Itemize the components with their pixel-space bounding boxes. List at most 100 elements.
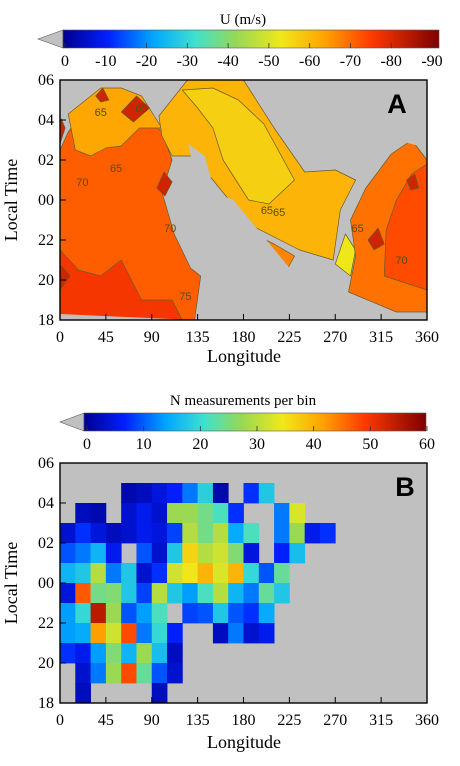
panel-a-ylabel: Local Time — [1, 159, 21, 242]
heatmap-cell — [167, 583, 183, 604]
heatmap-cell — [121, 503, 137, 524]
heatmap-cell — [151, 503, 168, 524]
colorbar-b-tick-label: 0 — [83, 436, 91, 453]
heatmap-cell — [151, 663, 168, 684]
heatmap-cell — [75, 543, 91, 564]
heatmap-cell — [105, 543, 122, 564]
heatmap-cell — [228, 563, 244, 584]
heatmap-cell — [151, 583, 168, 604]
heatmap-cell — [60, 583, 76, 604]
colorbar-b-extend-arrow — [59, 412, 85, 432]
heatmap-cell — [121, 643, 137, 664]
contour-label: 65 — [135, 103, 147, 115]
heatmap-cell — [258, 563, 275, 584]
heatmap-cell — [121, 523, 137, 544]
colorbar-b-tick-label: 30 — [249, 436, 265, 453]
heatmap-cell — [243, 623, 260, 644]
heatmap-cell — [60, 523, 76, 544]
contour-label: 70 — [395, 255, 407, 267]
colorbar-a-tick-label: -70 — [340, 53, 361, 70]
panel-a-ytick-label: 00 — [38, 192, 54, 209]
heatmap-cell — [243, 483, 260, 504]
heatmap-cell — [90, 643, 107, 664]
heatmap-cell — [151, 643, 168, 664]
heatmap-cell — [319, 523, 336, 544]
colorbar-b-tick-label: 60 — [419, 436, 435, 453]
contour-region — [367, 227, 385, 251]
no-data-region — [333, 292, 358, 320]
heatmap-cell — [90, 563, 107, 584]
heatmap-cell — [75, 503, 91, 524]
heatmap-cell — [182, 603, 199, 624]
colorbar-a-tick-label: -30 — [177, 53, 198, 70]
panel-b-xtick-label: 0 — [56, 712, 64, 729]
heatmap-cell — [274, 503, 290, 524]
heatmap-cell — [75, 603, 91, 624]
heatmap-cell — [228, 603, 244, 624]
heatmap-cell — [60, 643, 76, 664]
panel-b-ytick-label: 00 — [38, 575, 54, 592]
heatmap-cell — [90, 623, 107, 644]
contour-label: 65 — [261, 205, 273, 217]
heatmap-cell — [304, 523, 321, 544]
heatmap-cell — [182, 563, 199, 584]
heatmap-cell — [182, 583, 199, 604]
colorbar-a: U (m/s) 0 -10 -20 -30 -40 -50 -60 -70 -80 -90 — [37, 12, 443, 70]
panel-a-xtick-label: 90 — [144, 329, 160, 346]
heatmap-cell — [136, 503, 153, 524]
heatmap-cell — [212, 563, 229, 584]
heatmap-cell — [121, 603, 137, 624]
heatmap-cell — [197, 563, 214, 584]
heatmap-cell — [105, 643, 122, 664]
panel-b-xtick-label: 315 — [369, 712, 393, 729]
heatmap-cell — [197, 523, 214, 544]
heatmap-cell — [243, 583, 260, 604]
contour-region — [406, 173, 420, 191]
panel-b-ytick-label: 22 — [38, 615, 54, 632]
heatmap-cell — [289, 503, 306, 524]
colorbar-a-tick-label: -50 — [258, 53, 279, 70]
heatmap-cell — [105, 583, 122, 604]
heatmap-cell — [136, 543, 153, 564]
heatmap-cell — [121, 583, 137, 604]
panel-b-xtick-label: 135 — [186, 712, 210, 729]
panel-b-xtick-label: 360 — [415, 712, 439, 729]
panel-b-xtick-label: 270 — [323, 712, 347, 729]
colorbar-a-title: U (m/s) — [220, 12, 266, 28]
no-data-region — [263, 80, 351, 164]
no-data-region — [60, 314, 193, 320]
heatmap-cell — [151, 683, 168, 703]
heatmap-cell — [151, 543, 168, 564]
heatmap-cell — [274, 523, 290, 544]
colorbar-b: N measurements per bin 0 10 20 30 40 50 60 — [59, 393, 435, 453]
heatmap-cell — [212, 483, 229, 504]
panel-b-xtick-label: 45 — [98, 712, 114, 729]
contour-label: 65 — [110, 163, 122, 175]
no-data-region — [60, 80, 183, 120]
panel-a-xtick-label: 0 — [56, 329, 64, 346]
heatmap-cell — [258, 583, 275, 604]
no-data-region — [188, 188, 341, 320]
heatmap-cell — [136, 603, 153, 624]
heatmap-cell — [60, 623, 76, 644]
contour-region — [156, 171, 173, 197]
heatmap-cell — [121, 563, 137, 584]
heatmap-cell — [212, 583, 229, 604]
colorbar-a-tick-label: -80 — [381, 53, 402, 70]
contour-label: 70 — [76, 177, 88, 189]
heatmap-cell — [60, 543, 76, 564]
no-data-region — [396, 80, 427, 134]
heatmap-cell — [167, 543, 183, 564]
heatmap-cell — [212, 543, 229, 564]
heatmap-cell — [228, 623, 244, 644]
heatmap-cell — [167, 523, 183, 544]
heatmap-cell — [212, 603, 229, 624]
heatmap-cell — [121, 483, 137, 504]
panel-a-xtick-label: 45 — [98, 329, 114, 346]
no-data-region — [156, 80, 183, 114]
heatmap-cell — [197, 583, 214, 604]
heatmap-cell — [105, 623, 122, 644]
heatmap-cell — [258, 483, 275, 504]
contour-region — [60, 115, 66, 145]
colorbar-b-tick-label: 50 — [362, 436, 378, 453]
